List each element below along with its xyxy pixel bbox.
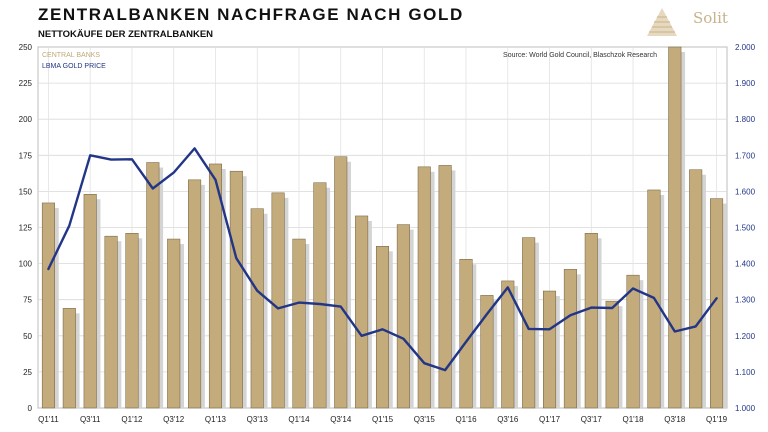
left-y-axis: 0 25 50 75 100 125 150 175 200 225 250 xyxy=(19,43,33,413)
bar xyxy=(375,246,390,409)
y-tick-right: 1.000 xyxy=(735,404,756,413)
bar xyxy=(271,192,285,409)
x-tick-label: Q3'11 xyxy=(80,415,101,424)
y-tick-left: 100 xyxy=(19,260,33,269)
y-tick-right: 2.000 xyxy=(735,43,756,52)
bar xyxy=(605,300,619,409)
y-tick-right: 1.500 xyxy=(735,224,756,233)
bar xyxy=(396,224,410,409)
right-y-axis: 1.000 1.100 1.200 1.300 1.400 1.500 1.600 1.700… xyxy=(735,43,756,413)
gold-price-line xyxy=(47,147,718,372)
x-tick-label: Q1'17 xyxy=(539,415,561,424)
bar xyxy=(125,233,139,409)
bar xyxy=(313,182,327,409)
x-tick-label: Q3'14 xyxy=(330,415,352,424)
x-tick-label: Q3'12 xyxy=(163,415,185,424)
x-tick-label: Q1'14 xyxy=(288,415,310,424)
x-tick-label: Q1'18 xyxy=(622,415,644,424)
x-tick-label: Q1'16 xyxy=(455,415,477,424)
x-axis: Q1'11 Q3'11 Q1'12 Q3'12 Q1'13 Q3'13 Q1'14 Q3'14… xyxy=(38,415,727,424)
y-tick-left: 50 xyxy=(23,332,32,341)
bar xyxy=(229,170,243,409)
x-tick-label: Q3'17 xyxy=(581,415,603,424)
x-tick-label: Q1'12 xyxy=(121,415,143,424)
bar xyxy=(208,163,222,409)
bar xyxy=(710,198,724,409)
y-tick-left: 125 xyxy=(19,224,33,233)
y-tick-left: 75 xyxy=(23,296,32,305)
y-tick-left: 250 xyxy=(19,43,33,52)
y-tick-left: 0 xyxy=(28,404,33,413)
y-tick-left: 150 xyxy=(19,187,33,196)
chart-title: ZENTRALBANKEN NACHFRAGE NACH GOLD xyxy=(38,5,464,24)
bar xyxy=(480,295,494,409)
chart-subtitle: NETTOKÄUFE DER ZENTRALBANKEN xyxy=(38,29,214,40)
y-tick-right: 1.800 xyxy=(735,115,756,124)
x-tick-label: Q3'15 xyxy=(414,415,436,424)
bar xyxy=(438,165,452,409)
bar xyxy=(563,269,577,409)
bar xyxy=(459,259,473,409)
y-tick-right: 1.200 xyxy=(735,332,756,341)
bar xyxy=(83,194,97,409)
source-note: Source: World Gold Council, Blaschzok Re… xyxy=(503,52,657,59)
x-tick-label: Q3'13 xyxy=(247,415,269,424)
x-tick-label: Q1'13 xyxy=(205,415,227,424)
bar xyxy=(250,208,264,409)
y-tick-left: 25 xyxy=(23,368,32,377)
bar xyxy=(146,162,160,409)
y-tick-right: 1.400 xyxy=(735,260,756,269)
x-tick-label: Q1'19 xyxy=(706,415,728,424)
y-tick-left: 200 xyxy=(19,115,33,124)
bar xyxy=(104,235,118,409)
x-tick-label: Q1'15 xyxy=(372,415,394,424)
y-tick-right: 1.700 xyxy=(735,151,756,160)
bar xyxy=(689,169,703,409)
y-tick-right: 1.600 xyxy=(735,187,756,196)
y-tick-right: 1.300 xyxy=(735,296,756,305)
y-tick-right: 1.100 xyxy=(735,368,756,377)
x-tick-label: Q1'11 xyxy=(38,415,59,424)
bar xyxy=(62,308,76,409)
bar xyxy=(668,46,682,409)
x-tick-label: Q3'18 xyxy=(664,415,686,424)
bars xyxy=(41,46,724,409)
y-tick-left: 225 xyxy=(19,79,33,88)
bar xyxy=(522,237,536,409)
bar xyxy=(584,233,598,409)
brand-logo: Solit xyxy=(693,9,728,27)
y-tick-right: 1.900 xyxy=(735,79,756,88)
bar xyxy=(501,280,515,409)
x-tick-label: Q3'16 xyxy=(497,415,519,424)
y-tick-left: 175 xyxy=(19,151,33,160)
bar xyxy=(417,166,431,409)
pyramid-icon xyxy=(647,8,677,36)
bar xyxy=(355,215,369,409)
bar xyxy=(626,274,640,409)
bar xyxy=(41,202,55,409)
bar xyxy=(334,156,348,409)
bar xyxy=(188,179,202,409)
bar xyxy=(543,290,557,409)
bar xyxy=(167,238,181,409)
legend-lbma-gold-price: LBMA GOLD PRICE xyxy=(42,63,106,70)
legend-central-banks: CENTRAL BANKS xyxy=(42,52,100,59)
bar xyxy=(292,238,306,409)
